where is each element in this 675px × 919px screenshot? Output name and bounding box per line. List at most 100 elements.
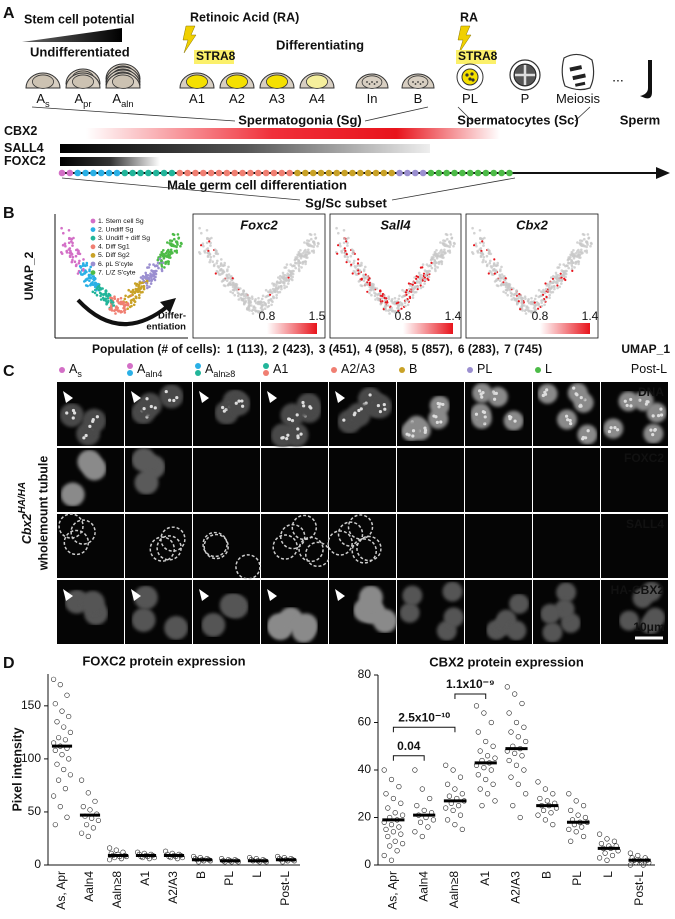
chromocenter [508,415,511,418]
data-point [573,798,579,804]
umap-cell [556,266,559,269]
column-header-main: L [545,362,552,376]
nucleus [61,483,85,507]
umap-cell [145,284,149,287]
chromocenter [301,401,304,404]
umap-cell [587,236,591,240]
umap-cell [163,266,166,269]
label: Stem cell potential [24,12,134,26]
umap-cell [200,231,203,235]
umap-cell [268,291,271,294]
chromocenter [175,396,178,399]
umap-cell [244,294,248,298]
umap-cell [141,290,144,294]
umap-cell [366,283,369,287]
data-point [50,740,57,746]
umap-cell [379,302,383,305]
micrograph-content [61,450,107,507]
umap-cell [364,265,367,269]
umap-cell [285,263,289,266]
umap-cell [482,255,486,259]
umap-cell [440,260,443,263]
chromatin-icon [366,81,368,83]
column-header-sub: aln4 [145,369,162,379]
umap-cell [167,248,170,252]
umap-cell [443,239,447,243]
nucleus [509,594,529,614]
chart-title: FOXC2 protein expression [82,653,245,668]
data-point [475,729,481,735]
label: Sg/Sc subset [305,195,387,210]
umap-cell [150,269,153,272]
micrograph [397,514,464,578]
micrograph-content [65,590,108,626]
umap-cell [247,301,251,304]
umap-cell [213,263,216,267]
micrograph [193,448,260,512]
arrowhead [63,589,73,601]
umap-cell [585,245,588,249]
stage-dot [535,367,541,373]
umap-cell [354,266,357,269]
nucleus [271,423,295,447]
panel-letter: A [3,5,15,22]
row-label: FOXC2 [624,451,664,465]
legend-label: 1. Stem cell Sg [98,218,144,225]
micrograph-content [132,448,166,495]
column-header-main: Post-L [631,362,667,376]
data-point [64,814,70,820]
umap-cell [215,261,218,265]
umap-cell [208,240,211,243]
data-point [443,762,449,768]
chromocenter [629,404,632,407]
chromatin-icon [371,81,373,83]
cell-label-main: B [414,91,423,106]
umap-cell [580,248,583,252]
umap-cell [493,258,496,261]
umap-cell [231,285,235,289]
umap-cell [582,233,586,237]
umap-cell [158,257,162,261]
data-point [477,748,483,754]
umap-cell [76,272,80,275]
nuclear-rim [328,531,352,555]
umap-cell [415,275,418,278]
umap-cell [297,253,301,257]
umap-cell [397,309,400,312]
nucleus [368,394,392,418]
data-point [640,862,646,868]
data-point [488,767,494,773]
umap-cell [108,294,112,297]
umap-cell [60,252,64,255]
umap-cell [548,289,552,293]
nucleus-icon [306,74,328,89]
chromocenter [495,392,498,395]
umap-cell [207,249,210,252]
chromocenter [437,402,440,405]
nucleus [226,392,250,416]
umap-cell [574,252,578,255]
umap-cell [93,285,97,289]
cell-dot [74,169,81,177]
data-point [457,774,464,780]
umap-cell [138,296,141,300]
umap-cell [360,261,363,265]
umap-cell [200,244,203,247]
cell-dot [349,169,356,177]
umap-cell [177,236,181,240]
umap-cell [160,259,163,263]
micrograph-content [203,532,260,578]
umap-cell [356,262,360,265]
umap-cell [487,272,490,275]
population-count: 2 (423), [272,342,313,356]
umap-cell [474,242,478,245]
umap-cell [208,252,212,256]
umap-cell [307,248,310,252]
umap-cell [244,297,247,300]
umap-cell [471,252,475,255]
umap-cell [283,279,286,283]
umap-cell [384,301,387,304]
umap-cell [138,289,141,293]
umap-cell [502,290,505,294]
y-tick-label: 0 [364,857,371,871]
